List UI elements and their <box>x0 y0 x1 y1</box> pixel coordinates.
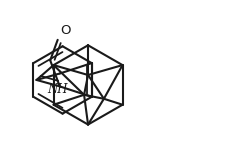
Text: O: O <box>61 24 71 37</box>
Text: NH: NH <box>47 83 68 96</box>
